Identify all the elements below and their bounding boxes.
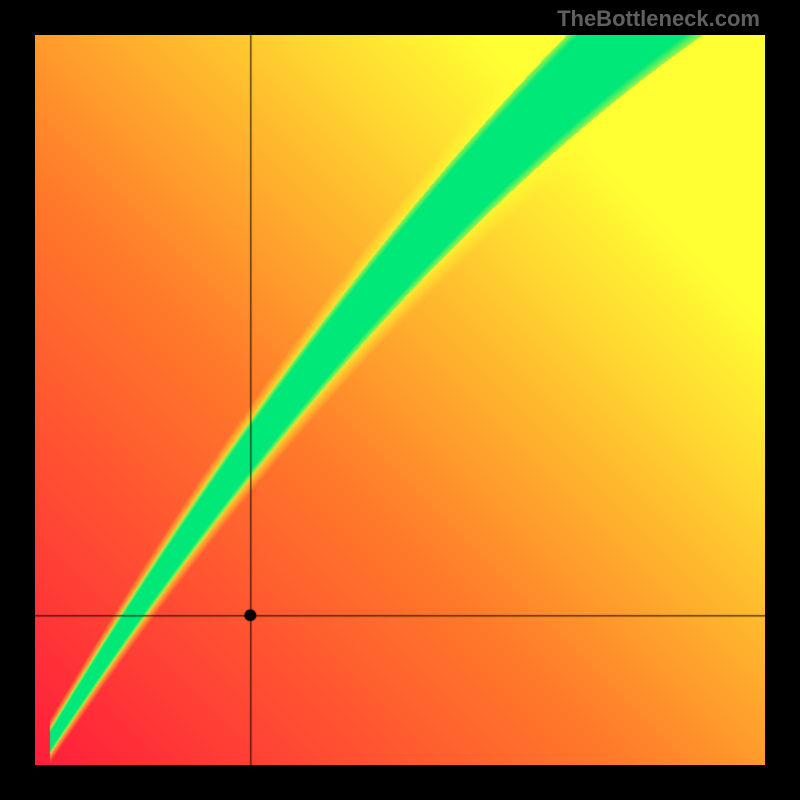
watermark-text: TheBottleneck.com [557, 6, 760, 32]
heatmap-canvas [35, 35, 765, 765]
chart-container: TheBottleneck.com [0, 0, 800, 800]
plot-area [35, 35, 765, 765]
